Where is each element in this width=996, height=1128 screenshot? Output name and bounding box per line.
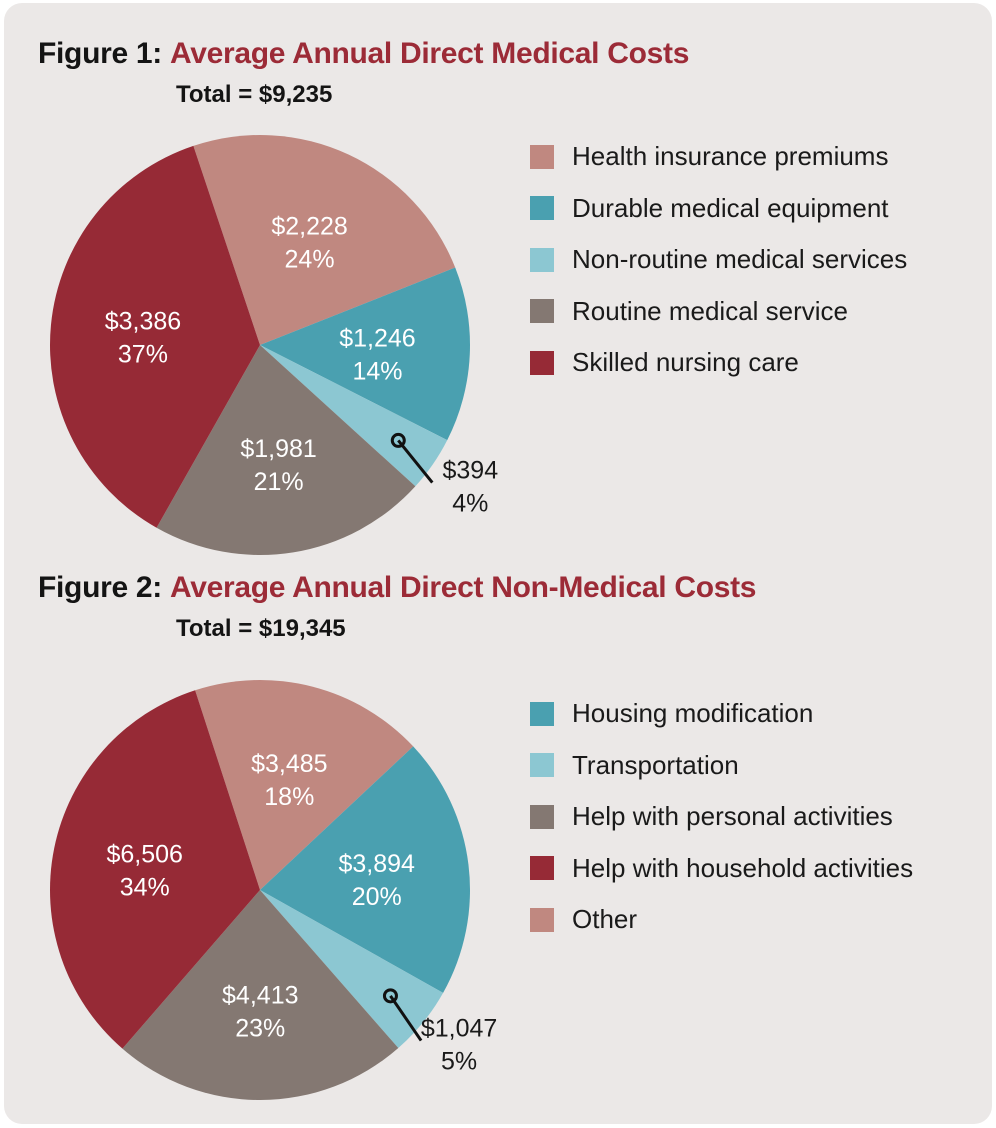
legend-item-personal: Help with personal activities	[530, 791, 913, 843]
slice-percent-label: 23%	[235, 1015, 285, 1043]
pie-slice-durable-medical-equipment	[260, 267, 470, 441]
legend-label: Other	[572, 904, 638, 935]
legend-swatch	[530, 907, 554, 932]
slice-percent-label: 14%	[352, 357, 402, 385]
legend-label: Transportation	[572, 749, 739, 780]
legend-swatch	[530, 804, 554, 829]
legend-item-non-routine: Non-routine medical services	[530, 234, 907, 286]
legend-swatch	[530, 144, 554, 169]
legend-swatch	[530, 701, 554, 726]
legend-swatch	[530, 856, 554, 881]
legend-label: Help with personal activities	[572, 801, 893, 832]
pie-slice-skilled-nursing-care	[50, 145, 260, 528]
figure-1-label: Figure 1:	[38, 37, 162, 70]
pie-slice-routine-medical-service	[156, 345, 416, 555]
legend-label: Routine medical service	[572, 295, 849, 326]
slice-value-label: $1,246	[339, 324, 415, 352]
pie-slice-help-with-household-activities	[50, 690, 261, 1049]
slice-percent-label: 18%	[264, 783, 314, 811]
figure-2-legend: Housing modification Transportation Help…	[530, 688, 913, 946]
legend-item-other: Other	[530, 894, 913, 946]
legend-item-household: Help with household activities	[530, 843, 913, 895]
legend-item-durable-equipment: Durable medical equipment	[530, 183, 907, 235]
figure-2-total: Total = $19,345	[176, 615, 346, 642]
pie-slice-help-with-personal-activities	[122, 890, 399, 1100]
slice-value-label: $1,047	[421, 1015, 497, 1043]
legend-label: Housing modification	[572, 698, 814, 729]
slice-value-label: $3,894	[339, 850, 416, 878]
callout-dot	[382, 988, 398, 1004]
slice-percent-label: 5%	[441, 1048, 477, 1076]
pie-slice-non-routine-medical-services	[260, 345, 448, 487]
callout-line	[389, 995, 423, 1042]
pie-slice-health-insurance-premiums	[193, 135, 456, 345]
slice-value-label: $2,228	[271, 212, 347, 240]
legend-label: Help with household activities	[572, 852, 914, 883]
pie-slice-housing-modification	[260, 746, 471, 993]
legend-label: Skilled nursing care	[572, 347, 799, 378]
legend-swatch	[530, 299, 554, 324]
legend-item-housing: Housing modification	[530, 688, 913, 740]
legend-item-health-insurance: Health insurance premiums	[530, 131, 907, 183]
slice-value-label: $3,485	[251, 750, 327, 778]
callout-line	[397, 439, 434, 484]
pie-slice-other	[195, 680, 414, 890]
figures-panel: Figure 1: Average Annual Direct Medical C…	[4, 3, 992, 1124]
figure-1-name: Average Annual Direct Medical Costs	[169, 37, 690, 70]
legend-swatch	[530, 196, 554, 221]
slice-percent-label: 20%	[352, 883, 402, 911]
legend-label: Non-routine medical services	[572, 244, 908, 275]
figure-1-pie-chart: $2,228 24% $1,246 14% $394 4% $1,981 21% $3,386 3…	[50, 135, 498, 555]
legend-swatch	[530, 350, 554, 375]
legend-swatch	[530, 247, 554, 272]
slice-percent-label: 24%	[285, 245, 335, 273]
slice-value-label: $6,506	[107, 841, 183, 869]
figure-1-legend: Health insurance premiums Durable medica…	[530, 131, 907, 389]
figure-2-title: Figure 2: Average Annual Direct Non-Medic…	[38, 571, 757, 605]
legend-item-routine: Routine medical service	[530, 286, 907, 338]
slice-percent-label: 21%	[254, 468, 304, 496]
figure-2-label: Figure 2:	[38, 571, 162, 604]
callout-dot	[390, 432, 406, 448]
slice-percent-label: 4%	[452, 490, 488, 518]
legend-item-transportation: Transportation	[530, 740, 913, 792]
slice-percent-label: 37%	[118, 341, 168, 369]
slice-value-label: $4,413	[222, 982, 298, 1010]
slice-value-label: $1,981	[240, 435, 316, 463]
slice-percent-label: 34%	[120, 874, 170, 902]
figure-1-total: Total = $9,235	[176, 81, 333, 108]
legend-label: Durable medical equipment	[572, 192, 889, 223]
legend-swatch	[530, 753, 554, 778]
legend-label: Health insurance premiums	[572, 141, 889, 172]
legend-item-skilled-nursing: Skilled nursing care	[530, 337, 907, 389]
figure-1-title: Figure 1: Average Annual Direct Medical C…	[38, 37, 689, 71]
figure-2-name: Average Annual Direct Non-Medical Costs	[169, 571, 757, 604]
figure-2-pie-chart: $3,485 18% $3,894 20% $1,047 5% $4,413 23% $6,50…	[50, 680, 497, 1100]
slice-value-label: $3,386	[105, 308, 181, 336]
slice-value-label: $394	[443, 457, 499, 485]
